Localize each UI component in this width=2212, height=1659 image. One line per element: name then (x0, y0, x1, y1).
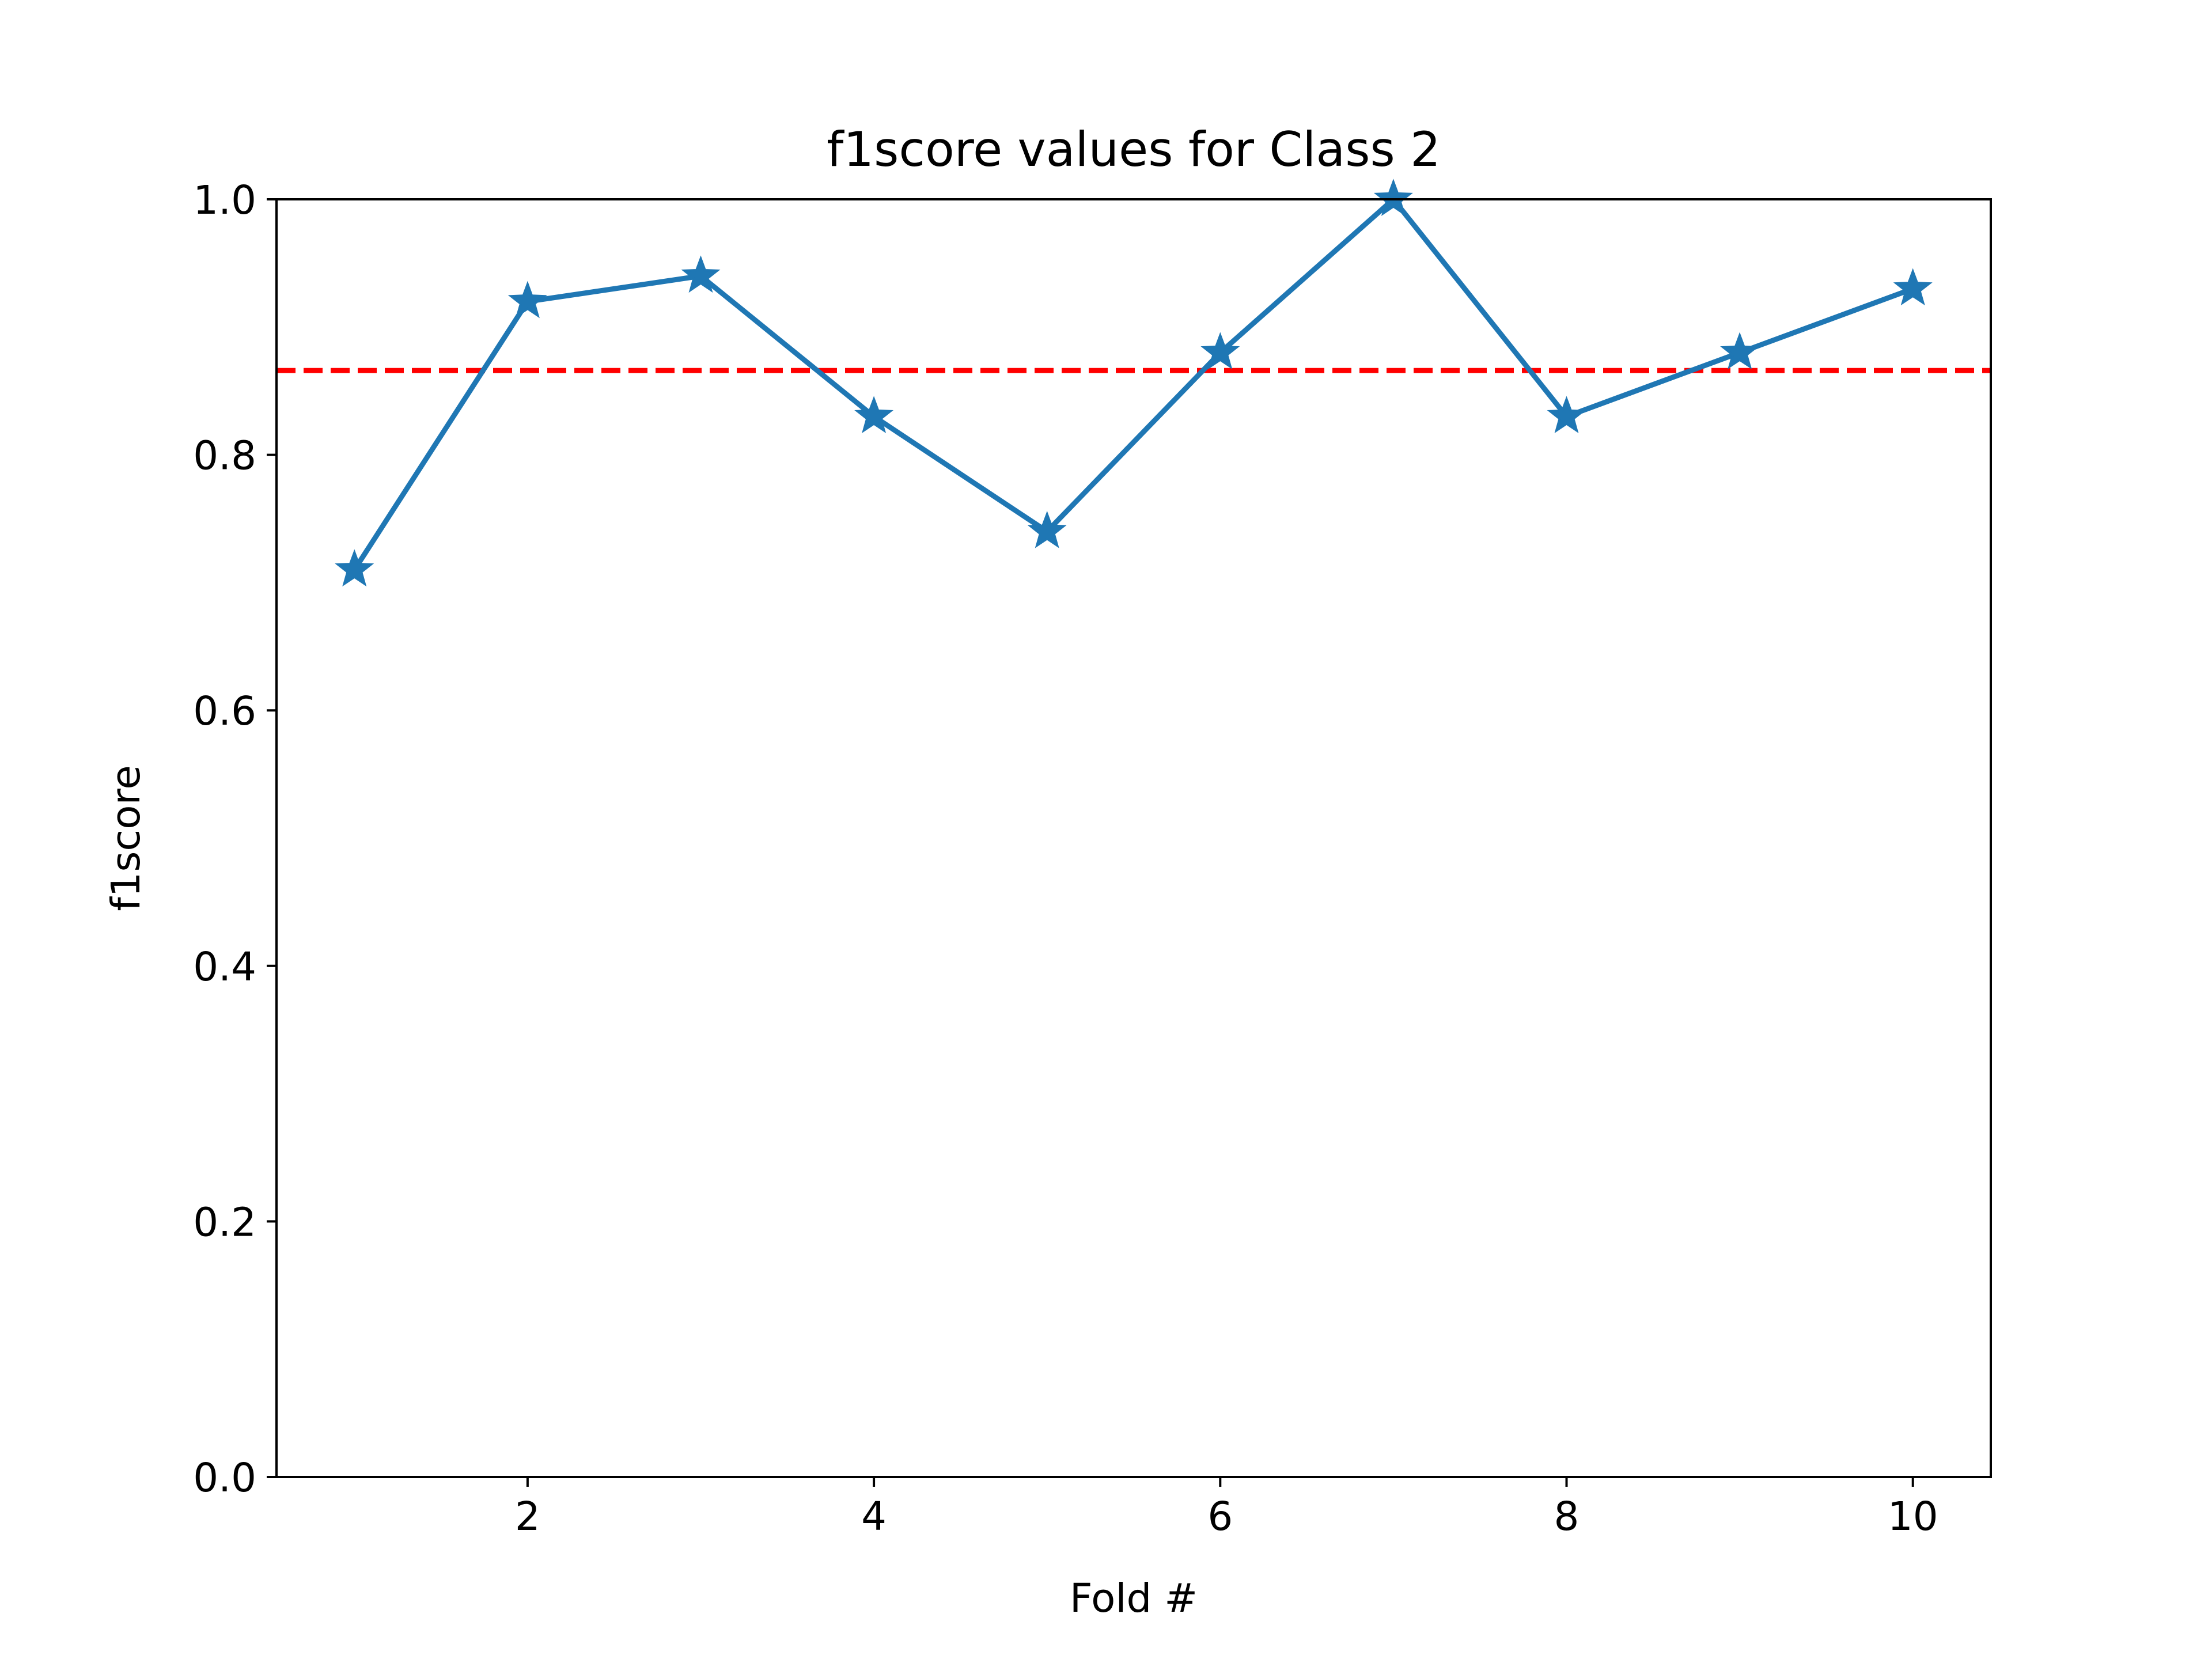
y-tick-label: 1.0 (193, 177, 256, 224)
data-point-marker (1200, 332, 1240, 370)
y-tick-label: 0.4 (193, 944, 256, 990)
series-line-0 (351, 196, 1916, 574)
y-tick-label: 0.8 (193, 433, 256, 479)
chart-title: f1score values for Class 2 (827, 122, 1441, 177)
x-tick-label: 8 (1554, 1494, 1580, 1540)
data-point-marker (1893, 268, 1933, 306)
data-point-marker (1720, 332, 1760, 370)
data-point-marker (1373, 179, 1413, 216)
x-tick-label: 10 (1888, 1494, 1938, 1540)
x-tick-label: 6 (1207, 1494, 1233, 1540)
data-point-marker (1547, 396, 1586, 433)
y-axis-ticks: 0.0 0.2 0.4 0.6 0.8 1.0 (193, 177, 276, 1501)
x-tick-label: 4 (861, 1494, 887, 1540)
y-tick-label: 0.6 (193, 688, 256, 734)
x-axis-ticks: 2 4 6 8 10 (515, 1477, 1938, 1540)
x-axis-label: Fold # (1070, 1575, 1198, 1622)
plot-area (276, 199, 1991, 1477)
data-point-marker (854, 396, 894, 433)
x-tick-label: 2 (515, 1494, 540, 1540)
y-tick-label: 0.2 (193, 1199, 256, 1245)
series-layer (335, 179, 1933, 587)
y-tick-label: 0.0 (193, 1455, 256, 1501)
data-point-marker (335, 549, 374, 587)
data-point-marker (507, 281, 547, 319)
y-axis-label: f1score (103, 765, 149, 911)
data-point-marker (681, 255, 721, 293)
plot-frame (275, 198, 1992, 1478)
data-point-marker (1027, 510, 1067, 548)
